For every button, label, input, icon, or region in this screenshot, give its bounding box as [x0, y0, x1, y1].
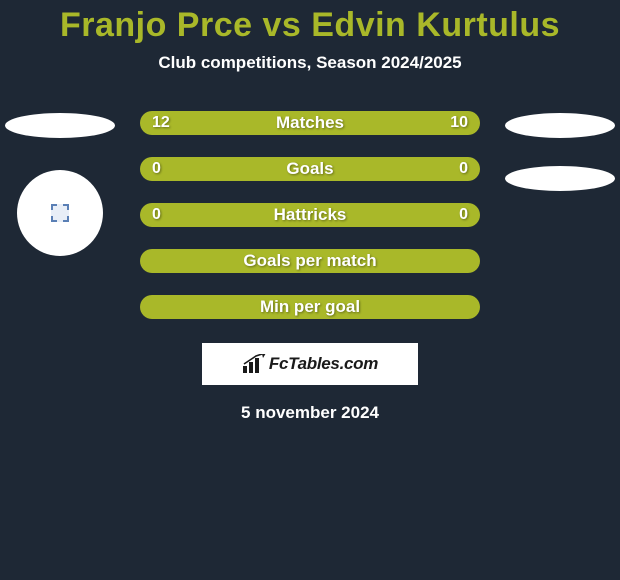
stat-bar-hattricks: 0 Hattricks 0: [140, 203, 480, 227]
stat-bar-goals: 0 Goals 0: [140, 157, 480, 181]
comparison-title: Franjo Prce vs Edvin Kurtulus: [0, 0, 620, 45]
stat-val-right: 10: [450, 114, 468, 132]
player-left-avatar: [17, 170, 103, 256]
comparison-body: 12 Matches 10 0 Goals 0 0 Hattricks 0 Go…: [0, 111, 620, 423]
snapshot-date: 5 november 2024: [0, 403, 620, 423]
stat-val-right: 0: [459, 206, 468, 224]
stat-bar-goals-per-match: Goals per match: [140, 249, 480, 273]
stat-val-right: 0: [459, 160, 468, 178]
stat-label: Goals: [286, 159, 333, 179]
stat-val-left: 0: [152, 206, 161, 224]
player-right-column: [500, 111, 620, 191]
stat-val-left: 12: [152, 114, 170, 132]
stat-label: Hattricks: [274, 205, 347, 225]
stat-bar-matches: 12 Matches 10: [140, 111, 480, 135]
brand-badge: FcTables.com: [202, 343, 418, 385]
stat-bar-min-per-goal: Min per goal: [140, 295, 480, 319]
stat-label: Min per goal: [260, 297, 360, 317]
avatar-placeholder-icon: [51, 204, 69, 222]
player-right-name-pill: [505, 113, 615, 138]
stat-val-left: 0: [152, 160, 161, 178]
brand-chart-icon: [242, 354, 266, 374]
stat-bars: 12 Matches 10 0 Goals 0 0 Hattricks 0 Go…: [140, 111, 480, 319]
player-left-name-pill: [5, 113, 115, 138]
stat-label: Goals per match: [243, 251, 376, 271]
comparison-subtitle: Club competitions, Season 2024/2025: [0, 53, 620, 73]
player-left-column: [0, 111, 120, 256]
player-right-club-pill: [505, 166, 615, 191]
stat-label: Matches: [276, 113, 344, 133]
brand-text: FcTables.com: [269, 354, 378, 374]
